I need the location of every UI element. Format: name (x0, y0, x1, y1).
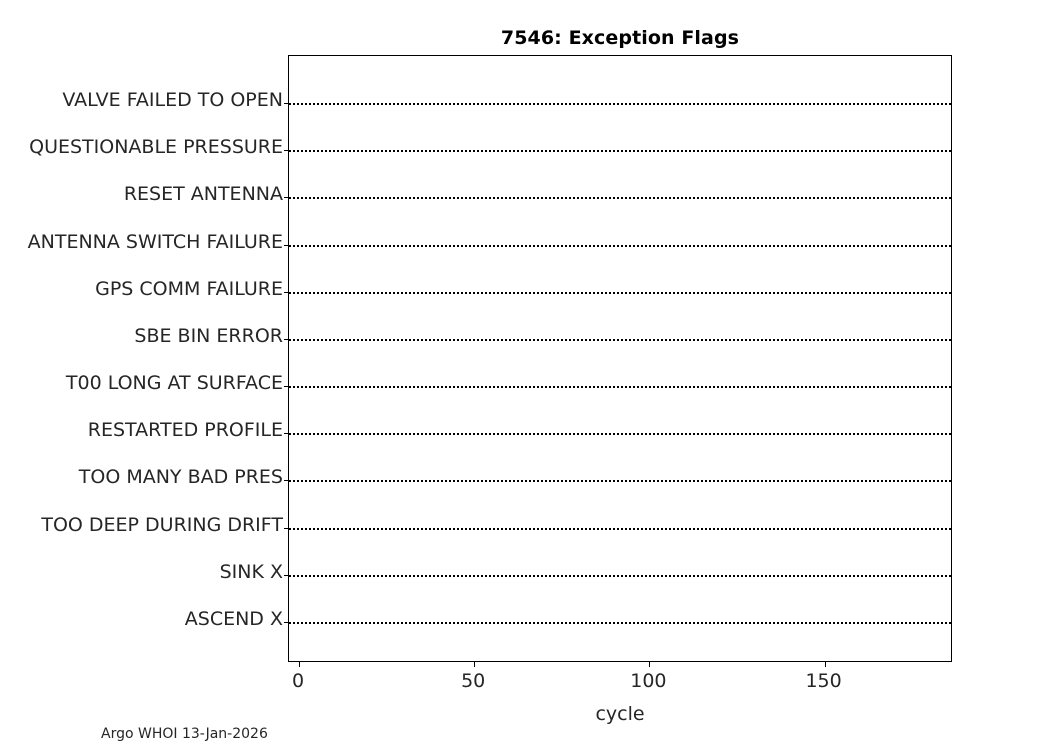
y-axis-tick-label: RESET ANTENNA (123, 183, 283, 206)
y-axis-tick-mark (284, 103, 289, 104)
y-axis-tick-label: TOO MANY BAD PRES (78, 466, 283, 489)
x-axis-tick-mark (824, 661, 826, 667)
x-axis-tick-label: 100 (630, 670, 667, 692)
y-axis-tick-mark (284, 291, 289, 293)
y-axis-tick-label: SINK X (219, 560, 283, 583)
gridline (289, 103, 951, 105)
y-axis-tick-mark (284, 574, 289, 576)
gridline (289, 621, 951, 624)
y-axis-tick-label: ASCEND X (184, 607, 283, 630)
x-axis-tick-mark (299, 661, 300, 667)
plot-area (284, 55, 952, 667)
y-axis-tick-mark (284, 338, 289, 340)
gridline (289, 480, 951, 483)
y-axis-tick-label: RESTARTED PROFILE (87, 419, 283, 442)
y-axis-tick-mark (284, 621, 289, 623)
y-axis-tick-mark (284, 433, 289, 435)
y-axis-tick-mark (284, 386, 289, 388)
y-axis-tick-label: SBE BIN ERROR (134, 324, 283, 347)
y-axis-tick-mark (284, 197, 289, 199)
x-axis-tick-mark (474, 661, 476, 667)
gridline (289, 386, 951, 389)
gridline (289, 150, 951, 153)
x-axis-tick-mark (649, 661, 651, 667)
gridline (289, 338, 951, 341)
gridline (289, 574, 951, 577)
y-axis-tick-label: GPS COMM FAILURE (95, 277, 283, 300)
y-axis-tick-mark (284, 244, 289, 246)
y-axis-tick-mark (284, 480, 289, 482)
y-axis-tick-label: ANTENNA SWITCH FAILURE (27, 230, 283, 253)
x-axis-tick-label: 50 (461, 670, 486, 692)
y-axis-tick-mark (284, 527, 289, 529)
chart-title: 7546: Exception Flags (500, 27, 740, 49)
footer-credit: Argo WHOI 13-Jan-2026 (101, 726, 268, 742)
gridline (289, 244, 951, 247)
y-axis-tick-label: VALVE FAILED TO OPEN (62, 89, 283, 111)
y-axis-tick-mark (284, 150, 289, 152)
y-axis-tick-label: TOO DEEP DURING DRIFT (41, 513, 283, 536)
y-axis-tick-label: T00 LONG AT SURFACE (65, 372, 283, 395)
gridline (289, 291, 951, 294)
y-axis-tick-label: QUESTIONABLE PRESSURE (29, 136, 283, 159)
x-axis-tick-label: 150 (805, 670, 842, 692)
gridline (289, 527, 951, 530)
gridline (289, 433, 951, 436)
x-axis-tick-label: 0 (291, 670, 305, 692)
gridline (289, 197, 951, 200)
x-axis-title: cycle (595, 703, 645, 725)
y-axis-labels: VALVE FAILED TO OPEN QUESTIONABLE PRESSU… (0, 0, 283, 750)
